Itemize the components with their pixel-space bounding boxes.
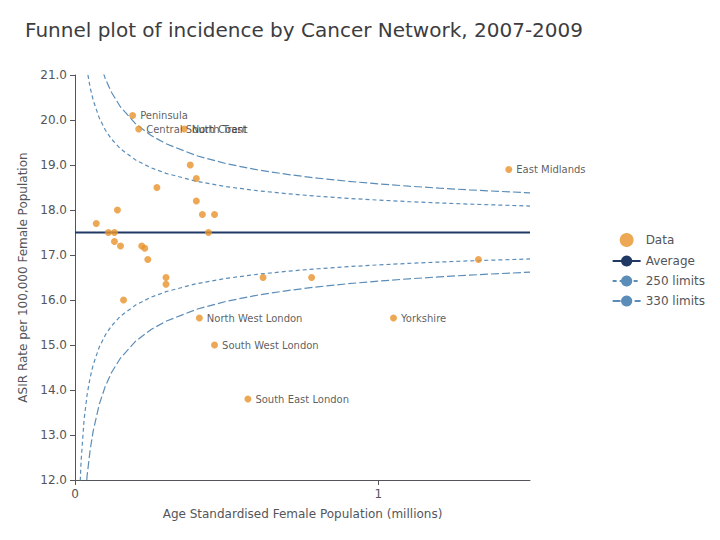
svg-text:Yorkshire: Yorkshire	[400, 313, 446, 324]
svg-text:North West London: North West London	[207, 313, 303, 324]
svg-text:12.0: 12.0	[40, 473, 67, 487]
svg-text:Average: Average	[646, 254, 695, 268]
svg-text:14.0: 14.0	[40, 383, 67, 397]
svg-text:0: 0	[71, 487, 79, 501]
svg-text:21.0: 21.0	[40, 68, 67, 82]
svg-text:Funnel plot of incidence by Ca: Funnel plot of incidence by Cancer Netwo…	[25, 18, 583, 42]
svg-text:15.0: 15.0	[40, 338, 67, 352]
svg-text:17.0: 17.0	[40, 248, 67, 262]
svg-text:20.0: 20.0	[40, 113, 67, 127]
svg-text:18.0: 18.0	[40, 203, 67, 217]
svg-text:ASIR Rate per 100,000 Female P: ASIR Rate per 100,000 Female Population	[16, 152, 30, 402]
svg-text:Peninsula: Peninsula	[140, 110, 188, 121]
svg-text:North Trent: North Trent	[192, 124, 248, 135]
svg-text:330 limits: 330 limits	[646, 294, 705, 308]
svg-text:Age Standardised Female Popula: Age Standardised Female Population (mill…	[163, 507, 443, 521]
svg-text:250 limits: 250 limits	[646, 274, 705, 288]
svg-text:South West London: South West London	[222, 340, 319, 351]
svg-text:East Midlands: East Midlands	[516, 164, 585, 175]
svg-text:1: 1	[375, 487, 383, 501]
svg-text:19.0: 19.0	[40, 158, 67, 172]
svg-text:16.0: 16.0	[40, 293, 67, 307]
svg-text:13.0: 13.0	[40, 428, 67, 442]
svg-text:South East London: South East London	[255, 394, 349, 405]
svg-text:Data: Data	[646, 233, 675, 247]
